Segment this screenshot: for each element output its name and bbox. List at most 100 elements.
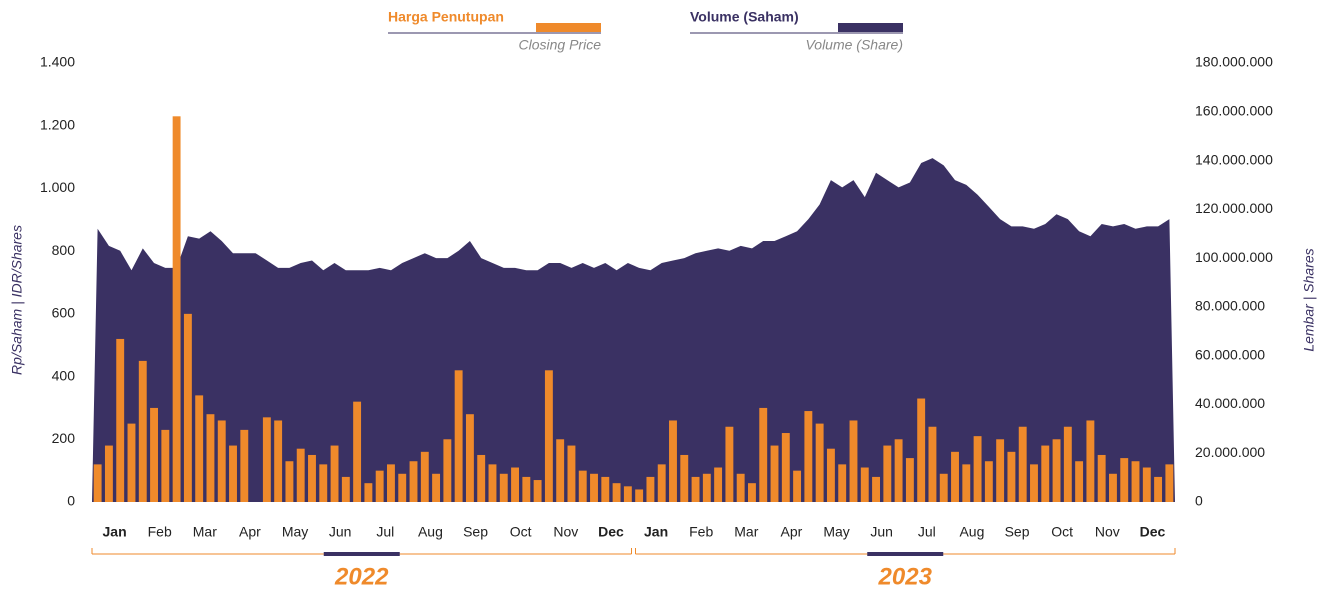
x-tick-label: Sep [463, 524, 488, 540]
price-bar [883, 445, 892, 502]
price-bar [838, 464, 847, 502]
legend-sublabel: Closing Price [519, 37, 602, 53]
y2-tick-label: 0 [1195, 493, 1203, 509]
price-bar [601, 476, 610, 502]
year-marker [323, 552, 400, 556]
x-tick-label: Oct [510, 524, 532, 540]
x-tick-label: Feb [689, 524, 713, 540]
price-bar [567, 445, 576, 502]
price-bar [454, 370, 463, 502]
price-bar [285, 461, 294, 502]
price-bar [917, 398, 926, 502]
price-bar [556, 439, 565, 502]
price-bar [522, 476, 531, 502]
price-bar [646, 476, 655, 502]
y-axis-title: Rp/Saham | IDR/Shares [9, 225, 25, 375]
price-bar [996, 439, 1005, 502]
y2-tick-label: 160.000.000 [1195, 102, 1273, 118]
price-bar [680, 454, 689, 502]
price-bar [1030, 464, 1038, 502]
y2-tick-label: 80.000.000 [1195, 298, 1265, 314]
price-bar [1154, 476, 1163, 502]
y2-tick-label: 140.000.000 [1195, 151, 1273, 167]
price-bar [1041, 445, 1050, 502]
x-tick-label: Jul [376, 524, 394, 540]
price-bar [341, 476, 350, 502]
x-tick-label: Dec [598, 524, 624, 540]
price-bar [657, 464, 666, 502]
price-bar [127, 423, 136, 502]
price-bar [623, 486, 632, 502]
x-tick-label: Sep [1005, 524, 1030, 540]
price-bar [533, 480, 542, 502]
price-bar [138, 360, 147, 502]
y2-tick-label: 120.000.000 [1195, 200, 1273, 216]
y-tick-label: 0 [67, 493, 75, 509]
volume-area [92, 158, 1175, 502]
price-bar [229, 445, 237, 502]
price-bar [206, 414, 215, 502]
price-bar [217, 420, 226, 502]
legend-swatch [536, 23, 601, 32]
price-bar [93, 464, 102, 502]
year-label: 2022 [334, 563, 389, 590]
price-bar [804, 411, 813, 502]
price-bar [860, 467, 869, 502]
price-bar [1097, 454, 1106, 502]
y2-tick-label: 180.000.000 [1195, 54, 1273, 70]
price-bar [511, 467, 519, 502]
price-bar [330, 445, 339, 502]
x-tick-label: Oct [1051, 524, 1073, 540]
x-tick-label: Apr [781, 524, 803, 540]
price-bar [465, 414, 474, 502]
price-bar [499, 473, 508, 502]
x-tick-label: Dec [1140, 524, 1166, 540]
x-tick-label: Aug [959, 524, 984, 540]
price-bar [872, 476, 880, 502]
price-bar [296, 448, 305, 502]
x-tick-label: Feb [148, 524, 172, 540]
price-bar [973, 436, 982, 502]
year-label: 2023 [878, 563, 933, 590]
price-bar [398, 473, 407, 502]
price-bar [477, 454, 486, 502]
year-marker [867, 552, 944, 556]
y-tick-label: 1.400 [40, 54, 75, 70]
y2-tick-label: 60.000.000 [1195, 346, 1265, 362]
price-bar [104, 445, 113, 502]
price-bar [1165, 464, 1174, 502]
price-bar [1142, 467, 1151, 502]
price-bar [195, 395, 204, 502]
price-bar [544, 370, 553, 502]
x-tick-label: Jan [103, 524, 127, 540]
price-bar [590, 473, 598, 502]
price-bar [691, 476, 700, 502]
price-bar [274, 420, 283, 502]
price-bar [702, 473, 711, 502]
y2-tick-label: 100.000.000 [1195, 249, 1273, 265]
price-bar [849, 420, 858, 502]
y-tick-label: 1.000 [40, 179, 75, 195]
price-bar [319, 464, 328, 502]
x-tick-label: Jan [644, 524, 668, 540]
price-bar [748, 483, 756, 502]
price-bar [443, 439, 452, 502]
y-tick-label: 600 [52, 305, 76, 321]
x-tick-label: Jun [870, 524, 893, 540]
price-bar [1052, 439, 1061, 502]
price-bar [1086, 420, 1095, 502]
price-bar [669, 420, 677, 502]
price-bar [759, 407, 768, 502]
price-bar [364, 483, 373, 502]
price-bar [1109, 473, 1117, 502]
x-tick-label: Jun [329, 524, 352, 540]
price-bar [420, 451, 429, 502]
legend-label: Harga Penutupan [388, 9, 504, 25]
price-bar [781, 433, 790, 502]
x-tick-label: Mar [193, 524, 217, 540]
price-bar [387, 464, 395, 502]
price-bar [1018, 426, 1027, 502]
legend-swatch [838, 23, 903, 32]
price-bar [183, 313, 192, 502]
